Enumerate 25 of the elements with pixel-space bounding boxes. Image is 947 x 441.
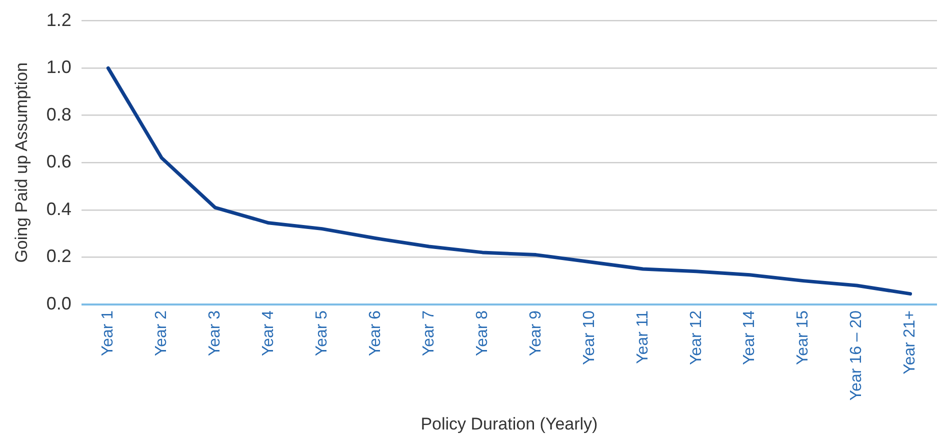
x-tick-label: Year 16 – 20 [848,310,866,401]
x-tick-label: Year 7 [420,310,438,356]
y-tick-label: 1.2 [46,10,72,30]
y-tick-label: 0.6 [46,152,72,172]
x-tick-label: Year 9 [527,310,544,356]
y-tick-label: 1.0 [46,57,72,78]
x-tick-label: Year 21+ [902,310,919,374]
x-tick-label: Year 12 [688,310,705,366]
x-tick-label: Year 14 [741,310,758,366]
x-tick-label: Year 15 [794,310,812,366]
x-tick-label: Year 2 [153,310,170,356]
x-tick-label: Year 4 [260,310,277,356]
y-tick-label: 0.4 [46,198,72,219]
x-axis-title: Policy Duration (Yearly) [420,414,598,434]
y-axis-title: Going Paid up Assumption [12,62,31,263]
y-tick-label: 0.2 [46,246,72,266]
x-tick-label: Year 11 [634,310,652,364]
y-tick-label: 0.8 [46,104,72,124]
x-tick-label: Year 10 [580,310,598,366]
x-tick-label: Year 1 [100,310,117,356]
x-tick-label: Year 5 [313,310,330,356]
x-tick-label: Year 3 [206,310,224,356]
y-tick-label: 0.0 [46,293,72,314]
x-tick-label: Year 8 [474,310,491,356]
x-tick-label: Year 6 [366,310,384,356]
